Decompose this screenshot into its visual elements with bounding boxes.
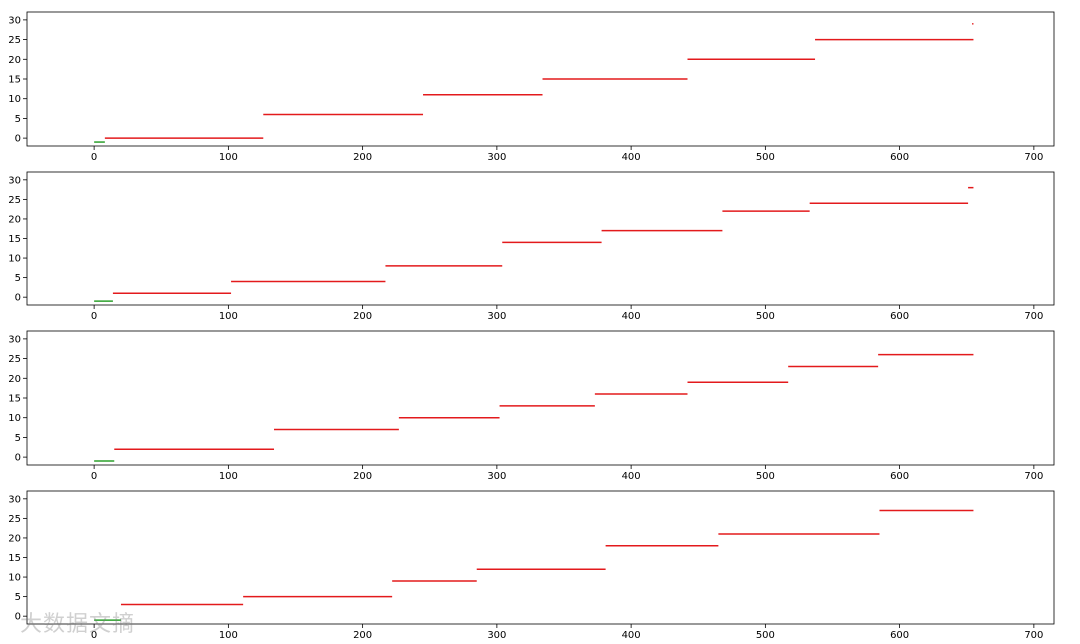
y-tick-label: 5 bbox=[15, 114, 21, 125]
y-tick-label: 10 bbox=[8, 254, 21, 265]
y-tick-label: 5 bbox=[15, 273, 21, 284]
y-tick-label: 20 bbox=[8, 374, 21, 385]
y-tick-label: 10 bbox=[8, 573, 21, 584]
y-tick-label: 30 bbox=[8, 494, 21, 505]
subplot-1: 0 100 200 300 400 500 600 700 0 5 10 15 20 25 30 bbox=[8, 11, 1055, 163]
x-tick-label: 200 bbox=[353, 152, 372, 163]
y-tick-label: 5 bbox=[15, 433, 21, 444]
y-tick-label: 25 bbox=[8, 35, 21, 46]
x-tick-label: 100 bbox=[219, 471, 238, 482]
x-tick-label: 300 bbox=[487, 471, 506, 482]
y-tick-label: 0 bbox=[15, 453, 21, 464]
x-tick-label: 100 bbox=[219, 630, 238, 641]
subplot-4: 0 100 200 300 400 500 600 700 0 5 10 15 20 25 30 bbox=[8, 490, 1055, 641]
x-tick-label: 600 bbox=[890, 630, 909, 641]
y-tick-label: 30 bbox=[8, 15, 21, 26]
axes-frame bbox=[26, 11, 1055, 147]
y-tick-label: 0 bbox=[15, 293, 21, 304]
y-tick-label: 25 bbox=[8, 195, 21, 206]
x-tick-label: 500 bbox=[756, 471, 775, 482]
y-tick-label: 20 bbox=[8, 55, 21, 66]
x-tick-label: 400 bbox=[622, 630, 641, 641]
x-tick-label: 300 bbox=[487, 152, 506, 163]
x-tick-label: 0 bbox=[91, 152, 97, 163]
y-tick-label: 10 bbox=[8, 94, 21, 105]
y-tick-label: 15 bbox=[8, 394, 21, 405]
y-tick-label: 10 bbox=[8, 413, 21, 424]
x-tick-label: 400 bbox=[622, 152, 641, 163]
subplot-3: 0 100 200 300 400 500 600 700 0 5 10 15 20 25 30 bbox=[8, 330, 1055, 482]
axes-frame bbox=[26, 330, 1055, 466]
x-tick-label: 700 bbox=[1024, 311, 1043, 322]
y-tick-label: 30 bbox=[8, 175, 21, 186]
x-tick-label: 700 bbox=[1024, 471, 1043, 482]
y-tick-label: 30 bbox=[8, 334, 21, 345]
x-tick-label: 400 bbox=[622, 311, 641, 322]
y-tick-label: 15 bbox=[8, 553, 21, 564]
y-tick-label: 25 bbox=[8, 354, 21, 365]
x-tick-label: 500 bbox=[756, 630, 775, 641]
y-tick-label: 25 bbox=[8, 514, 21, 525]
x-tick-label: 600 bbox=[890, 471, 909, 482]
x-tick-label: 600 bbox=[890, 152, 909, 163]
x-tick-label: 400 bbox=[622, 471, 641, 482]
y-tick-label: 0 bbox=[15, 612, 21, 623]
y-tick-label: 0 bbox=[15, 134, 21, 145]
x-tick-label: 600 bbox=[890, 311, 909, 322]
x-tick-label: 700 bbox=[1024, 630, 1043, 641]
x-tick-label: 100 bbox=[219, 152, 238, 163]
y-tick-label: 15 bbox=[8, 75, 21, 86]
x-tick-label: 0 bbox=[91, 630, 97, 641]
x-tick-label: 500 bbox=[756, 311, 775, 322]
x-tick-label: 300 bbox=[487, 630, 506, 641]
axes-frame bbox=[26, 171, 1055, 306]
y-tick-label: 20 bbox=[8, 533, 21, 544]
y-tick-label: 15 bbox=[8, 234, 21, 245]
x-tick-label: 0 bbox=[91, 311, 97, 322]
y-tick-label: 5 bbox=[15, 592, 21, 603]
x-tick-label: 700 bbox=[1024, 152, 1043, 163]
x-tick-label: 500 bbox=[756, 152, 775, 163]
x-tick-label: 100 bbox=[219, 311, 238, 322]
x-tick-label: 200 bbox=[353, 471, 372, 482]
x-tick-label: 200 bbox=[353, 630, 372, 641]
x-tick-label: 0 bbox=[91, 471, 97, 482]
watermark: 大数据文摘 bbox=[20, 612, 136, 637]
y-tick-label: 20 bbox=[8, 214, 21, 225]
subplot-2: 0 100 200 300 400 500 600 700 0 5 10 15 20 25 30 bbox=[8, 171, 1055, 322]
x-tick-label: 300 bbox=[487, 311, 506, 322]
x-tick-label: 200 bbox=[353, 311, 372, 322]
